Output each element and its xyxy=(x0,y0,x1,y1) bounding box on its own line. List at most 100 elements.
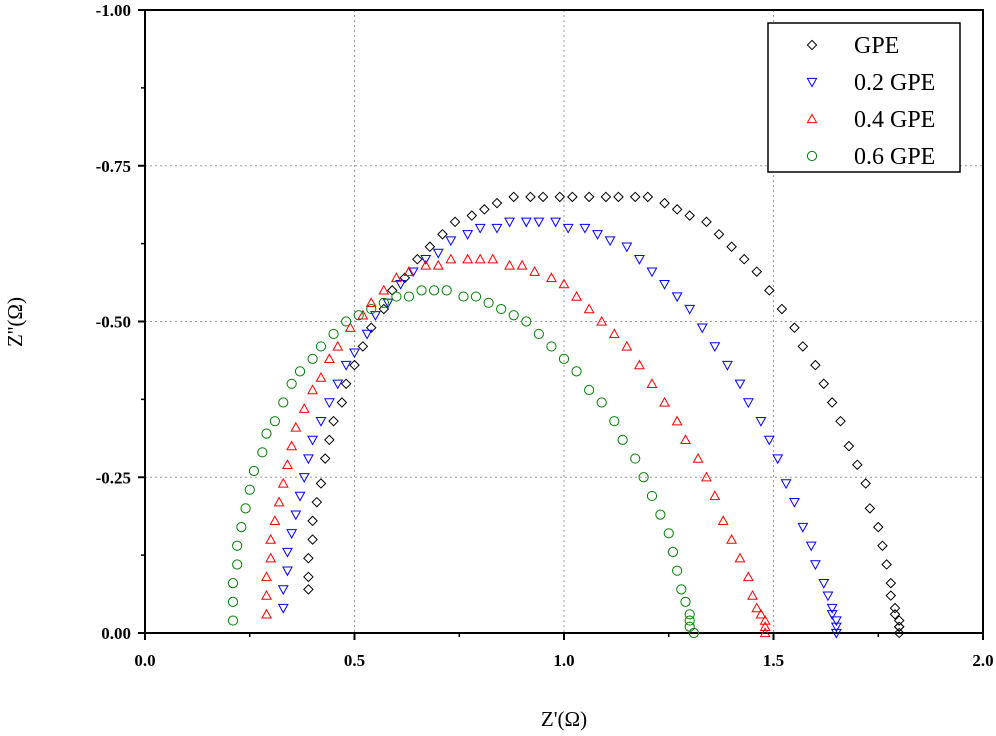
data-point xyxy=(567,191,578,203)
y-tick-label: 0.00 xyxy=(101,624,131,643)
data-point xyxy=(721,360,733,371)
legend-marker xyxy=(806,77,818,88)
data-point xyxy=(671,415,683,426)
data-point xyxy=(236,521,247,533)
x-axis-title: Z'(Ω) xyxy=(541,707,587,731)
data-point xyxy=(227,615,239,626)
data-point xyxy=(382,298,394,309)
data-point xyxy=(315,417,327,427)
data-point xyxy=(633,255,645,265)
data-point xyxy=(655,509,666,520)
x-tick-label: 2.0 xyxy=(972,651,993,670)
data-point xyxy=(717,515,729,526)
data-point xyxy=(713,228,725,240)
data-point xyxy=(282,566,293,577)
data-point xyxy=(696,323,708,334)
data-point xyxy=(332,379,344,390)
data-point xyxy=(629,191,641,203)
legend-marker xyxy=(806,113,818,124)
data-point xyxy=(303,584,314,595)
data-point xyxy=(315,341,327,352)
data-point xyxy=(491,223,503,234)
data-point xyxy=(324,434,335,446)
data-point xyxy=(323,353,335,364)
data-point xyxy=(592,230,603,240)
data-point xyxy=(533,328,544,340)
data-point xyxy=(759,621,771,631)
data-point xyxy=(596,315,608,326)
data-point xyxy=(353,310,364,321)
data-point xyxy=(432,259,444,270)
data-point xyxy=(583,191,595,203)
data-point xyxy=(860,478,871,489)
data-point xyxy=(357,309,369,320)
legend-item: 0.6 GPE xyxy=(806,144,935,170)
data-point xyxy=(885,577,897,589)
data-point xyxy=(441,285,452,296)
data-point xyxy=(349,348,360,359)
data-point xyxy=(487,253,499,264)
data-point xyxy=(659,279,671,290)
data-point xyxy=(596,397,607,408)
legend-marker xyxy=(806,150,818,162)
series-2 xyxy=(261,253,771,638)
data-point xyxy=(412,253,423,265)
data-point xyxy=(286,440,298,451)
data-point xyxy=(638,472,649,483)
data-point xyxy=(403,266,415,276)
data-point xyxy=(458,291,469,302)
data-point xyxy=(365,322,377,334)
data-point xyxy=(672,565,683,576)
axes: 0.0 0.5 1.0 1.5 2.0 0.00 -0.25 -0.50 -0.75 -1.00 xyxy=(96,1,994,670)
legend-label: GPE xyxy=(854,33,899,59)
data-point xyxy=(349,359,360,371)
data-point xyxy=(864,503,876,514)
legend-label: 0.2 GPE xyxy=(854,70,935,96)
data-point xyxy=(298,473,310,483)
data-point xyxy=(366,303,377,315)
data-point xyxy=(550,217,562,228)
data-point xyxy=(742,398,754,409)
data-point xyxy=(692,452,704,463)
data-point xyxy=(529,266,541,276)
data-point xyxy=(286,378,297,389)
data-point xyxy=(437,228,448,240)
data-point xyxy=(227,578,239,589)
data-point xyxy=(830,628,842,639)
data-point xyxy=(893,627,905,639)
data-point xyxy=(391,291,402,302)
legend-item: GPE xyxy=(806,33,899,59)
data-point xyxy=(420,259,432,270)
data-point xyxy=(609,416,620,427)
data-point xyxy=(688,627,699,639)
data-point xyxy=(738,253,750,265)
data-point xyxy=(621,340,633,351)
data-point xyxy=(755,608,767,619)
data-point xyxy=(545,272,557,283)
data-point xyxy=(646,267,658,278)
data-point xyxy=(780,479,792,490)
data-point xyxy=(671,204,683,215)
data-point xyxy=(307,515,318,527)
data-point xyxy=(805,541,817,552)
data-point xyxy=(227,596,239,607)
data-point xyxy=(378,284,390,295)
data-point xyxy=(810,359,821,371)
data-point xyxy=(341,316,352,327)
legend-item: 0.4 GPE xyxy=(806,107,935,133)
data-point xyxy=(755,417,767,427)
data-point xyxy=(558,278,570,289)
data-point xyxy=(420,255,432,265)
data-point xyxy=(319,453,331,464)
data-point xyxy=(282,547,293,558)
data-point xyxy=(504,259,515,270)
data-point xyxy=(826,610,838,620)
y-axis-title: Z''(Ω) xyxy=(3,297,27,347)
data-point xyxy=(893,615,905,626)
data-point xyxy=(307,435,319,446)
data-point xyxy=(621,242,633,253)
x-tick-label: 1.0 xyxy=(553,651,574,670)
data-point xyxy=(642,191,654,203)
data-point xyxy=(261,428,272,439)
data-point xyxy=(470,291,482,302)
